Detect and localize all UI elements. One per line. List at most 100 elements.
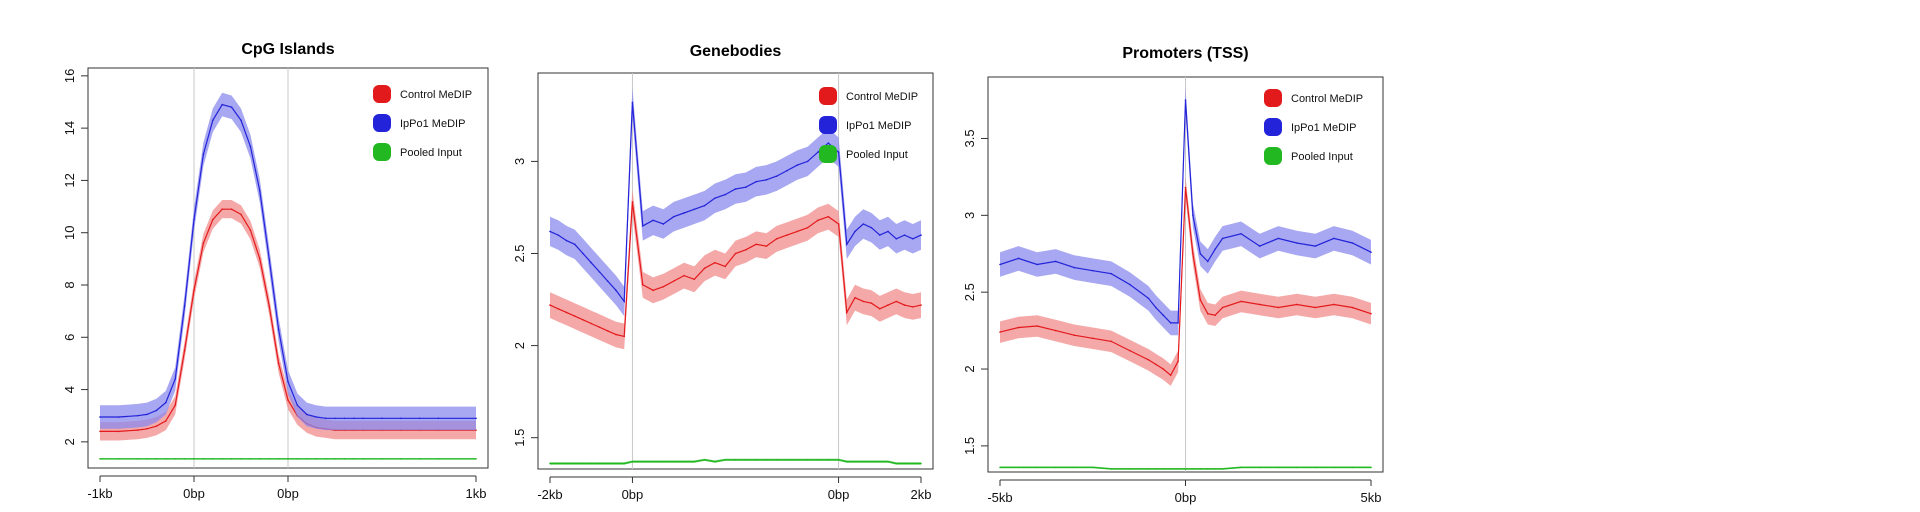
series-pooled-point bbox=[268, 458, 271, 460]
series-pooled-point bbox=[703, 458, 706, 461]
legend-swatch-ippo1 bbox=[373, 114, 391, 132]
series-ippo1-point bbox=[724, 193, 726, 196]
y-tick-label: 2 bbox=[962, 365, 977, 372]
legend: Control MeDIP IpPo1 MeDIP Pooled Input bbox=[373, 85, 472, 161]
series-control-point bbox=[1177, 360, 1179, 363]
series-ippo1-point bbox=[362, 417, 365, 420]
series-ippo1-point bbox=[259, 190, 261, 192]
series-ippo1-point bbox=[573, 243, 576, 246]
series-control-point bbox=[183, 349, 186, 352]
series-control-point bbox=[775, 237, 778, 240]
series-control-band bbox=[1000, 176, 1371, 386]
series-ippo1-point bbox=[1091, 269, 1094, 272]
legend: Control MeDIP IpPo1 MeDIP Pooled Input bbox=[819, 87, 918, 163]
series-control-point bbox=[1017, 326, 1020, 329]
series-ippo1-point bbox=[806, 160, 809, 163]
series-control-band bbox=[550, 189, 921, 350]
series-pooled-point bbox=[381, 458, 383, 460]
series-control-point bbox=[1129, 349, 1131, 352]
series-pooled-point bbox=[1169, 468, 1172, 470]
chart-cpg-islands: CpG Islands 2 4 6 8 10 12 14 16 -1kb 0bp 0bp 1kb Cont… bbox=[62, 41, 489, 501]
x-tick-label: -5kb bbox=[987, 490, 1012, 505]
series-control-point bbox=[615, 333, 617, 336]
series-pooled-point bbox=[672, 460, 675, 463]
series-control-point bbox=[846, 311, 848, 314]
series-control-point bbox=[714, 261, 716, 264]
legend-label-control: Control MeDIP bbox=[846, 91, 918, 103]
series-ippo1-point bbox=[146, 413, 148, 416]
series-pooled-point bbox=[343, 458, 346, 460]
x-tick-label: 0bp bbox=[1175, 490, 1197, 505]
series-ippo1-point bbox=[381, 417, 383, 420]
series-ippo1-point bbox=[1333, 237, 1335, 240]
series-pooled-point bbox=[920, 462, 922, 465]
series-ippo1-point bbox=[1169, 322, 1172, 324]
series-pooled-point bbox=[903, 462, 906, 465]
series-control-point bbox=[854, 296, 856, 299]
series-ippo1-point bbox=[734, 188, 737, 190]
series-ippo1-point bbox=[1314, 245, 1317, 247]
series-pooled-point bbox=[846, 460, 848, 463]
legend-label-pooled: Pooled Input bbox=[1291, 151, 1353, 163]
series-ippo1-point bbox=[343, 417, 346, 420]
series-pooled-point bbox=[1147, 468, 1150, 470]
series-pooled-point bbox=[1277, 466, 1280, 469]
series-ippo1-point bbox=[1206, 260, 1209, 263]
series-pooled-point bbox=[1073, 466, 1075, 469]
legend-label-pooled: Pooled Input bbox=[400, 147, 462, 159]
y-tick-label: 14 bbox=[62, 121, 77, 135]
series-ippo1-point bbox=[606, 280, 609, 282]
series-control-point bbox=[549, 304, 551, 306]
series-pooled-point bbox=[183, 458, 186, 460]
series-control-point bbox=[268, 305, 271, 307]
series-ippo1-point bbox=[1221, 237, 1224, 240]
series-ippo1-band bbox=[550, 87, 921, 317]
series-pooled-point bbox=[1370, 466, 1372, 469]
series-ippo1-point bbox=[1277, 237, 1280, 240]
series-control-point bbox=[573, 315, 576, 317]
series-pooled-point bbox=[324, 458, 327, 460]
series-control-point bbox=[1240, 300, 1242, 303]
chart-panel-cpg-islands: CpG Islands 2 4 6 8 10 12 14 16 -1kb 0bp 0bp 1kb Cont… bbox=[0, 0, 500, 512]
series-pooled-point bbox=[623, 462, 625, 465]
series-ippo1-point bbox=[202, 153, 205, 156]
series-control-point bbox=[878, 307, 881, 310]
series-control-point bbox=[817, 219, 819, 222]
y-tick-label: 12 bbox=[62, 173, 77, 187]
series-control-point bbox=[155, 425, 158, 427]
series-pooled-point bbox=[259, 458, 261, 460]
legend-swatch-pooled bbox=[819, 145, 837, 163]
series-pooled-point bbox=[1240, 466, 1242, 469]
series-control-point bbox=[745, 249, 747, 251]
legend-label-control: Control MeDIP bbox=[1291, 93, 1363, 105]
series-control-point bbox=[118, 430, 120, 433]
series-ippo1-point bbox=[1073, 266, 1075, 269]
series-ippo1-point bbox=[623, 300, 625, 303]
series-ippo1-point bbox=[1147, 297, 1150, 300]
series-pooled-point bbox=[878, 460, 881, 463]
series-pooled-point bbox=[136, 458, 139, 460]
series-control-point bbox=[641, 284, 644, 286]
series-pooled-point bbox=[1296, 466, 1298, 469]
series-control-point bbox=[565, 311, 568, 314]
series-control-point bbox=[765, 245, 768, 247]
x-tick-label: -1kb bbox=[87, 486, 112, 501]
series-ippo1-point bbox=[1184, 99, 1187, 101]
series-pooled-point bbox=[887, 460, 889, 463]
series-pooled-point bbox=[400, 458, 402, 460]
legend-label-ippo1: IpPo1 MeDIP bbox=[400, 118, 465, 130]
series-ippo1-point bbox=[1155, 306, 1157, 309]
series-control-point bbox=[1333, 303, 1335, 306]
series-control-point bbox=[631, 201, 634, 203]
legend-label-pooled: Pooled Input bbox=[846, 149, 908, 161]
series-pooled-point bbox=[437, 458, 440, 460]
series-pooled-point bbox=[1314, 466, 1317, 469]
series-control-point bbox=[606, 330, 609, 332]
series-pooled-point bbox=[1155, 468, 1157, 470]
series-pooled-point bbox=[606, 462, 609, 465]
legend-label-control: Control MeDIP bbox=[400, 89, 472, 101]
series-ippo1-point bbox=[641, 225, 644, 227]
series-pooled-point bbox=[765, 458, 768, 461]
series-pooled-point bbox=[146, 458, 148, 460]
series-control-point bbox=[887, 304, 889, 306]
